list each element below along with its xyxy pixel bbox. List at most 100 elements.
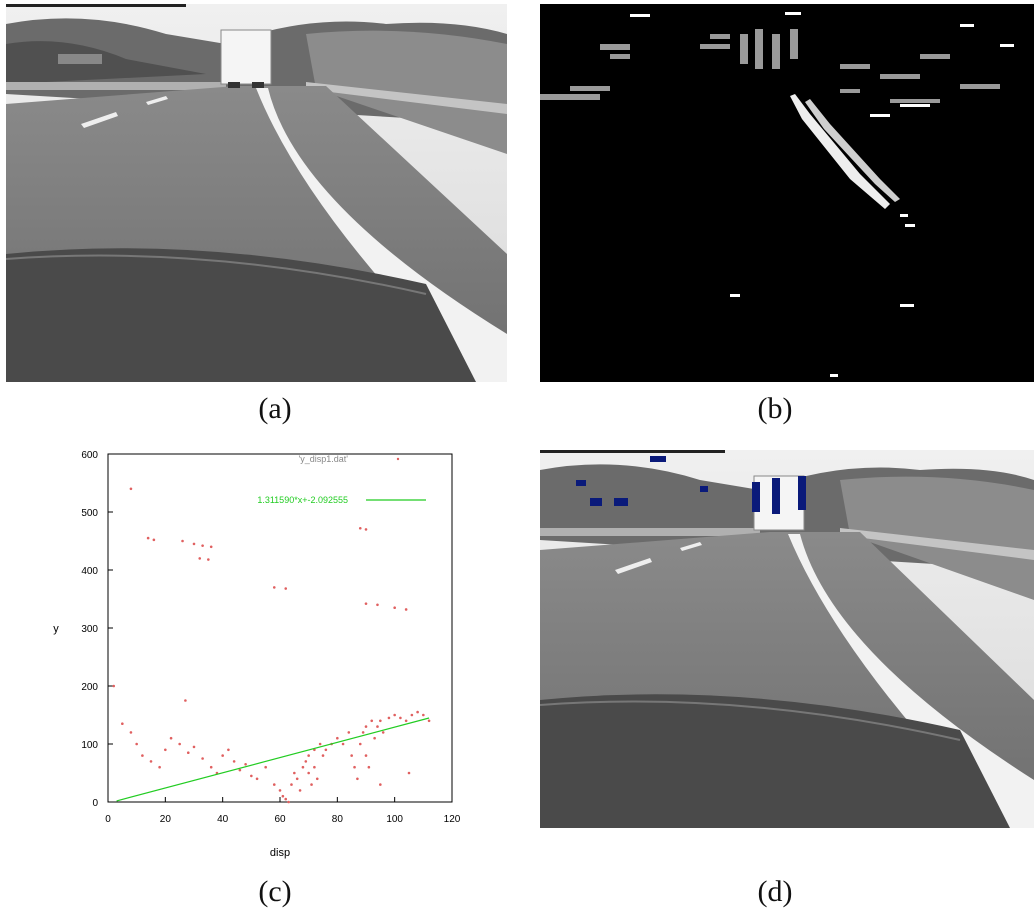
data-point	[149, 760, 153, 763]
x-tick-label: 20	[160, 814, 172, 825]
data-point	[272, 783, 276, 786]
data-point	[350, 754, 353, 757]
data-point	[293, 771, 296, 775]
y-tick-label: 400	[81, 566, 98, 577]
data-point	[272, 586, 276, 589]
data-point	[141, 754, 144, 757]
scatter-points	[112, 487, 431, 804]
data-point	[393, 713, 396, 717]
data-point	[129, 731, 133, 734]
caption-c: (c)	[258, 875, 292, 908]
data-point	[295, 777, 299, 781]
data-point	[336, 736, 339, 740]
x-tick-label: 0	[105, 814, 111, 825]
data-point	[376, 725, 379, 728]
data-point	[364, 528, 368, 531]
data-point	[301, 765, 305, 769]
data-point	[192, 542, 196, 546]
data-point	[152, 538, 156, 542]
data-point	[255, 777, 259, 781]
data-point	[192, 745, 196, 749]
data-point	[135, 742, 138, 746]
data-point	[184, 699, 187, 702]
disparity-map-b	[540, 4, 1034, 382]
data-point	[370, 719, 374, 723]
data-point	[321, 754, 325, 757]
data-point	[422, 713, 425, 717]
data-point	[250, 774, 253, 778]
data-point	[112, 684, 116, 688]
x-tick-label: 40	[217, 814, 229, 825]
data-point	[244, 763, 247, 766]
data-point	[281, 794, 285, 798]
data-point	[304, 760, 308, 763]
panel-b-disparity-map	[540, 4, 1034, 382]
data-point	[356, 777, 359, 781]
data-point	[379, 783, 382, 786]
data-point	[404, 608, 408, 611]
obstacle-markers	[576, 456, 806, 514]
legend-marker-data	[396, 457, 400, 461]
data-point	[347, 731, 351, 734]
panel-d-detection-image	[540, 450, 1034, 828]
plot-frame	[107, 453, 453, 803]
data-point	[181, 539, 184, 543]
data-point	[307, 771, 310, 775]
panel-a-road-image	[6, 4, 507, 382]
legend-label-data: 'y_disp1.dat'	[299, 454, 349, 464]
data-point	[146, 536, 150, 540]
data-point	[399, 716, 402, 720]
data-point	[232, 760, 236, 763]
y-axis-label: y	[53, 623, 59, 635]
data-point	[298, 789, 302, 792]
data-point	[318, 742, 322, 746]
data-point	[393, 606, 396, 609]
y-tick-label: 300	[81, 624, 98, 635]
data-point	[287, 800, 290, 804]
y-axis-ticks: 0 100 200 300 400 500 600	[81, 450, 113, 809]
road-scene-d	[540, 450, 1034, 828]
data-point	[201, 757, 204, 760]
data-point	[373, 736, 376, 740]
caption-d: (d)	[757, 875, 793, 908]
scatter-chart: 0 100 200 300 400 500 600 0 20 40 60 80 100 120 disp…	[53, 450, 461, 859]
x-axis-ticks: 0 20 40 60 80 100 120	[105, 797, 461, 825]
data-point	[367, 765, 371, 769]
data-point	[407, 771, 411, 775]
panel-c-scatter-chart: 0 100 200 300 400 500 600 0 20 40 60 80 100 120 disp…	[0, 440, 540, 870]
data-point	[209, 545, 213, 549]
data-point	[207, 558, 210, 561]
data-point	[201, 544, 204, 547]
x-tick-label: 120	[444, 814, 461, 825]
data-point	[278, 789, 282, 792]
x-tick-label: 100	[386, 814, 403, 825]
data-point	[198, 557, 202, 560]
data-point	[209, 765, 213, 769]
caption-b: (b)	[757, 392, 793, 425]
y-tick-label: 500	[81, 508, 98, 519]
data-point	[315, 777, 319, 781]
x-tick-label: 80	[332, 814, 344, 825]
data-point	[169, 736, 173, 740]
data-point	[416, 710, 419, 714]
data-point	[227, 748, 230, 752]
y-tick-label: 600	[81, 450, 98, 461]
data-point	[164, 748, 167, 752]
data-point	[307, 754, 310, 757]
data-point	[364, 754, 368, 757]
data-point	[284, 587, 288, 590]
data-point	[404, 719, 408, 723]
data-point	[313, 765, 316, 769]
y-tick-label: 200	[81, 682, 98, 693]
data-point	[376, 603, 379, 607]
data-point	[358, 742, 362, 746]
data-point	[387, 716, 391, 720]
x-tick-label: 60	[274, 814, 286, 825]
data-point	[364, 725, 368, 728]
data-point	[379, 719, 382, 723]
data-point	[364, 602, 368, 605]
data-point	[427, 719, 431, 723]
data-point	[264, 765, 267, 769]
data-point	[221, 754, 224, 757]
data-point	[353, 765, 356, 769]
